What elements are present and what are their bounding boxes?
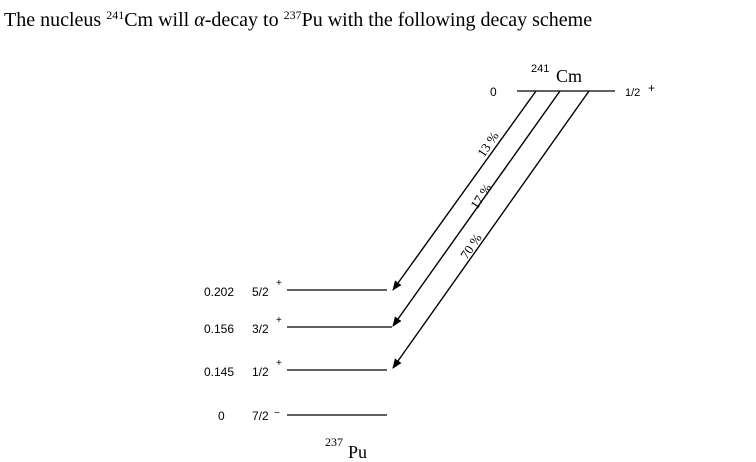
level-energy: 0 [218,409,225,423]
branch-percentage: 17 % [467,181,495,212]
title-text: -decay to [204,9,284,31]
branch-percentage: 70 % [457,231,485,262]
daughter-symbol: Pu [301,9,323,31]
level-spin: 7/2 [252,409,269,423]
daughter-mass-number: 237 [283,8,302,22]
daughter-level: 0 7/2 − [218,408,387,423]
daughter-symbol-label: Pu [348,442,367,462]
daughter-level: 0.202 5/2 + [204,278,387,299]
alpha-symbol: α [194,9,205,31]
problem-statement: The nucleus 241Cm will α-decay to 237Pu … [4,8,592,32]
parent-spin: 1/2 [625,87,640,99]
parent-mass-number: 241 [106,8,125,22]
title-text: will [153,9,195,31]
parent-parity: + [648,81,655,95]
level-energy: 0.202 [204,285,234,299]
level-spin: 3/2 [252,322,269,336]
title-text: The nucleus [4,9,107,31]
level-spin: 5/2 [252,285,269,299]
daughter-mass-label: 237 [325,435,343,449]
title-text: with the following decay scheme [322,9,593,31]
parent-symbol-label: Cm [556,66,582,86]
parent-symbol: Cm [124,9,154,31]
alpha-branch-arrow [392,90,561,327]
alpha-branch-arrow [392,90,537,291]
level-parity: + [276,358,282,369]
daughter-level: 0.156 3/2 + [204,315,392,336]
parent-mass-label: 241 [531,63,549,75]
daughter-level: 0.145 1/2 + [204,358,387,379]
level-parity: − [274,408,280,419]
level-spin: 1/2 [252,365,269,379]
level-parity: + [276,315,282,326]
level-energy: 0.145 [204,365,234,379]
parent-energy: 0 [490,85,497,99]
level-parity: + [276,278,282,289]
level-energy: 0.156 [204,322,234,336]
alpha-branch-arrow [392,90,590,369]
